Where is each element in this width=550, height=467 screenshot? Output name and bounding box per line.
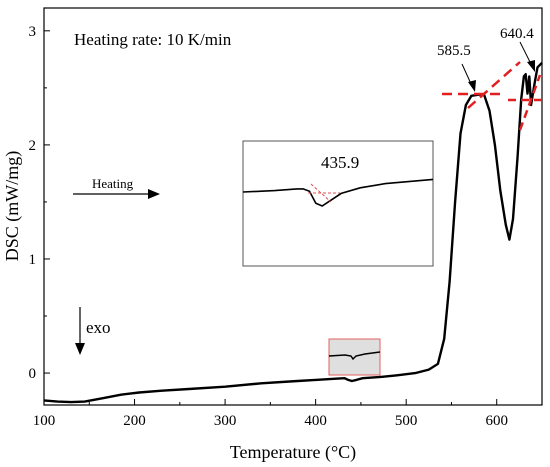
heating-arrow-head — [148, 189, 160, 199]
y-tick-label: 2 — [29, 138, 37, 154]
x-tick-group: 100 200 300 400 500 600 — [33, 399, 508, 429]
y-tick-label: 1 — [29, 252, 37, 268]
exo-arrow-head — [75, 343, 85, 355]
peak-2-tangent-d — [518, 74, 542, 131]
peak-2-label: 640.4 — [500, 26, 534, 42]
peak-1-tangent-d — [467, 61, 521, 109]
heating-arrow: Heating — [73, 176, 160, 199]
peak-1-label: 585.5 — [437, 43, 471, 59]
heating-rate-label: Heating rate: 10 K/min — [74, 30, 232, 49]
x-tick-label: 600 — [485, 413, 508, 429]
y-axis-label: DSC (mW/mg) — [2, 151, 23, 262]
exo-arrow: exo — [75, 307, 111, 355]
x-tick-label: 300 — [214, 413, 237, 429]
peak-2-pointer-head — [527, 60, 535, 72]
exo-label: exo — [86, 318, 111, 337]
x-tick-label: 500 — [395, 413, 418, 429]
inset-tangent-2 — [310, 183, 332, 203]
x-tick-label: 100 — [33, 413, 56, 429]
peak-1-pointer-head — [468, 80, 476, 92]
y-tick-label: 0 — [29, 366, 37, 382]
inset-frame — [242, 140, 434, 267]
y-tick-group: 0 1 2 3 — [29, 24, 50, 382]
inset: 435.9 — [242, 140, 434, 267]
inset-curve — [242, 178, 434, 207]
plot-frame — [43, 7, 543, 406]
x-axis-label: Temperature (°C) — [230, 442, 356, 463]
inset-onset-label: 435.9 — [321, 153, 359, 172]
heating-arrow-label: Heating — [92, 176, 134, 191]
peak-1-annotation: 585.5 — [437, 43, 521, 109]
dsc-curve — [43, 61, 543, 404]
peak-2-annotation: 640.4 — [500, 26, 542, 131]
x-tick-label: 400 — [304, 413, 327, 429]
x-tick-label: 200 — [123, 413, 146, 429]
zoom-highlight-curve — [328, 351, 381, 361]
y-tick-label: 3 — [29, 24, 37, 40]
